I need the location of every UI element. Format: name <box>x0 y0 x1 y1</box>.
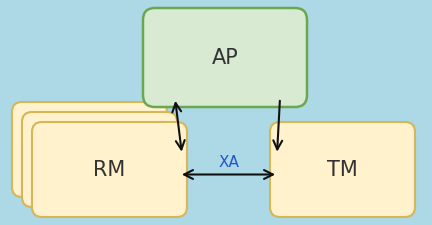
FancyBboxPatch shape <box>32 122 187 217</box>
FancyBboxPatch shape <box>270 122 415 217</box>
Text: RM: RM <box>93 160 126 180</box>
FancyBboxPatch shape <box>22 112 177 207</box>
Text: TM: TM <box>327 160 358 180</box>
FancyBboxPatch shape <box>143 8 307 107</box>
Text: AP: AP <box>212 47 238 68</box>
FancyBboxPatch shape <box>12 102 167 197</box>
Text: XA: XA <box>218 155 239 170</box>
